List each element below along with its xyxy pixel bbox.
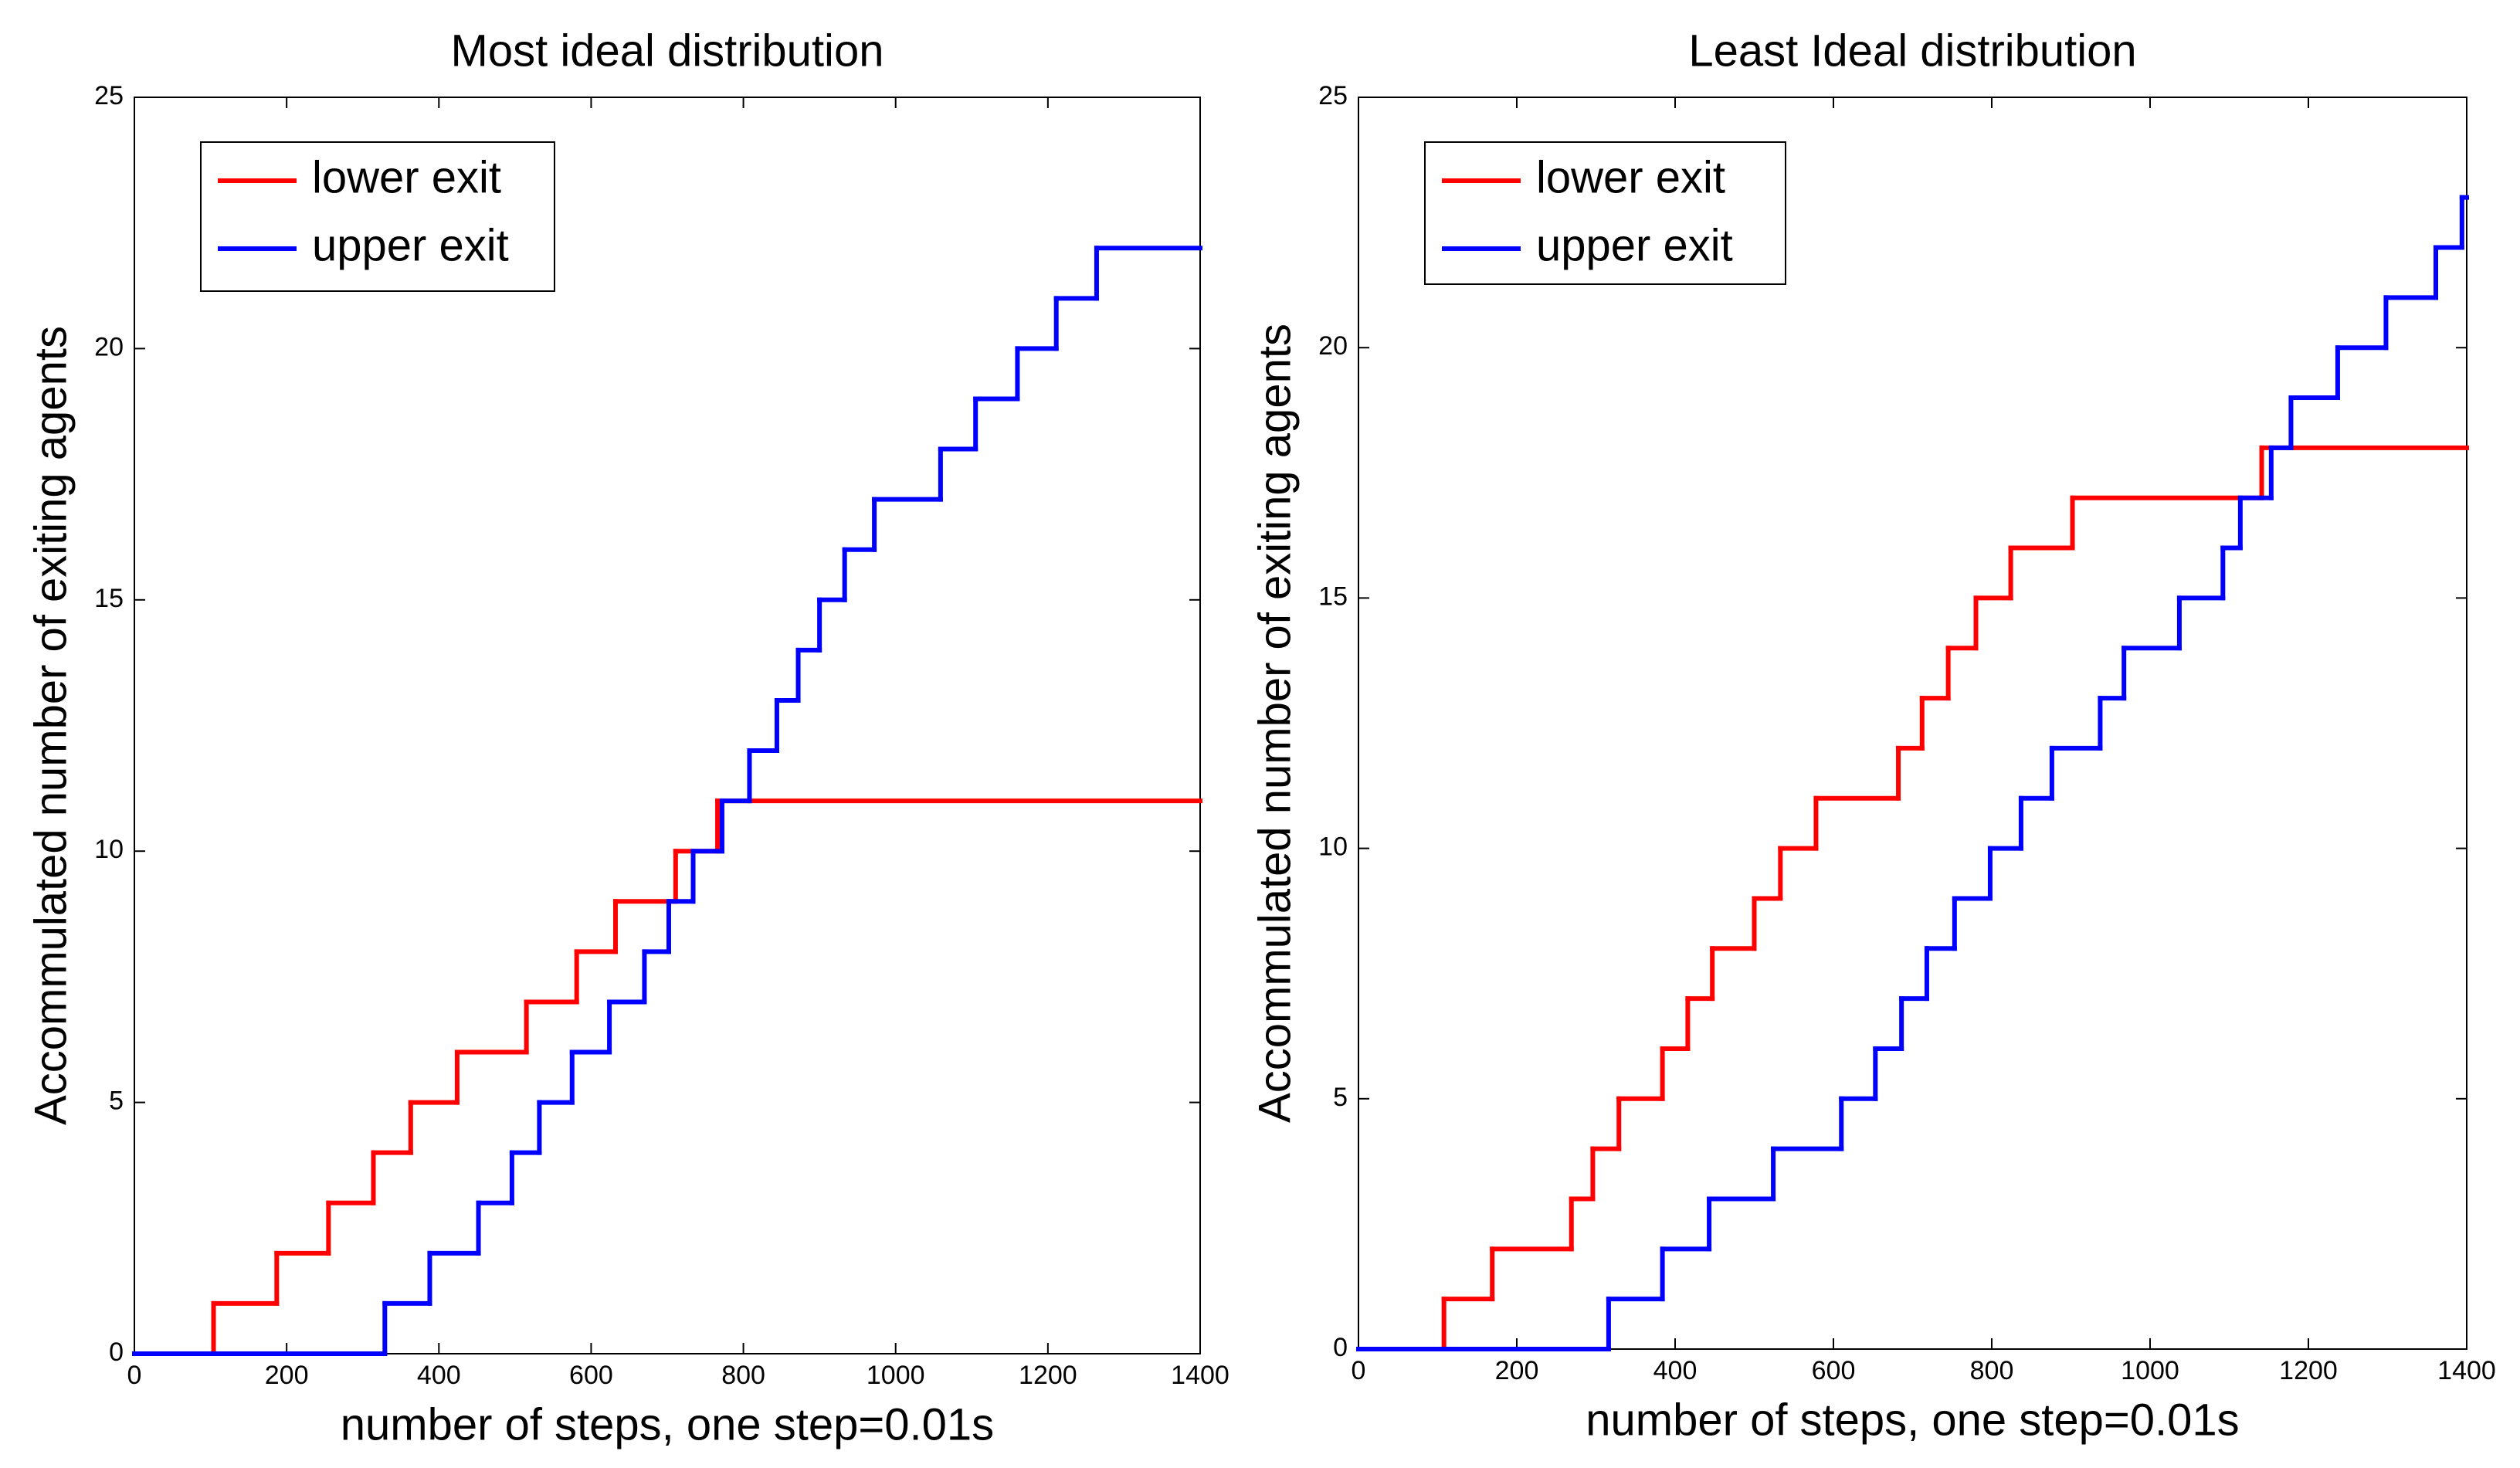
chart-title: Most ideal distribution — [451, 25, 884, 76]
chart: Most ideal distribution number of steps, … — [25, 25, 1229, 1449]
x-tick-label: 1000 — [867, 1361, 925, 1390]
x-axis-label: number of steps, one step=0.01s — [341, 1399, 994, 1449]
y-axis-label: Accommulated number of exiting agents — [25, 326, 76, 1125]
x-tick-label: 400 — [1653, 1356, 1698, 1385]
legend-label: upper exit — [312, 220, 509, 270]
plot-area — [134, 97, 1201, 1354]
x-tick-label: 200 — [1495, 1356, 1539, 1385]
x-axis-label: number of steps, one step=0.01s — [1586, 1395, 2239, 1445]
chart: Least Ideal distribution number of steps,… — [1250, 25, 2495, 1445]
x-tick-label: 800 — [1970, 1356, 2014, 1385]
y-tick-label: 25 — [94, 81, 124, 110]
legend-label: lower exit — [312, 152, 501, 202]
x-tick-label: 1000 — [2121, 1356, 2179, 1385]
y-tick-label: 5 — [109, 1087, 124, 1116]
legend-box — [200, 141, 555, 292]
legend-label: upper exit — [1536, 220, 1733, 270]
x-tick-label: 1200 — [1019, 1361, 1077, 1390]
y-tick-label: 25 — [1318, 81, 1348, 110]
x-tick-label: 800 — [721, 1361, 765, 1390]
x-tick-label: 400 — [417, 1361, 461, 1390]
plot-area — [1358, 97, 2467, 1350]
legend-label: lower exit — [1536, 152, 1725, 202]
y-tick-label: 10 — [94, 835, 124, 864]
chart-title: Least Ideal distribution — [1688, 25, 2136, 76]
x-tick-label: 1400 — [1171, 1361, 1229, 1390]
x-tick-label: 1400 — [2437, 1356, 2496, 1385]
y-tick-label: 15 — [94, 584, 124, 613]
x-tick-label: 600 — [569, 1361, 613, 1390]
y-tick-label: 10 — [1318, 832, 1348, 862]
y-axis-label: Accommulated number of exiting agents — [1250, 324, 1300, 1123]
y-tick-label: 5 — [1333, 1083, 1348, 1112]
y-tick-label: 0 — [1333, 1333, 1348, 1362]
legend-box — [1424, 141, 1786, 285]
legend: lower exit upper exit — [200, 141, 555, 292]
x-tick-label: 200 — [265, 1361, 309, 1390]
y-tick-label: 15 — [1318, 581, 1348, 611]
y-tick-label: 20 — [1318, 331, 1348, 361]
x-tick-label: 600 — [1812, 1356, 1856, 1385]
legend: lower exit upper exit — [1424, 141, 1786, 285]
x-tick-label: 0 — [127, 1361, 142, 1390]
x-tick-label: 1200 — [2279, 1356, 2338, 1385]
y-tick-label: 0 — [109, 1337, 124, 1367]
y-tick-label: 20 — [94, 332, 124, 361]
x-tick-label: 0 — [1352, 1356, 1366, 1385]
